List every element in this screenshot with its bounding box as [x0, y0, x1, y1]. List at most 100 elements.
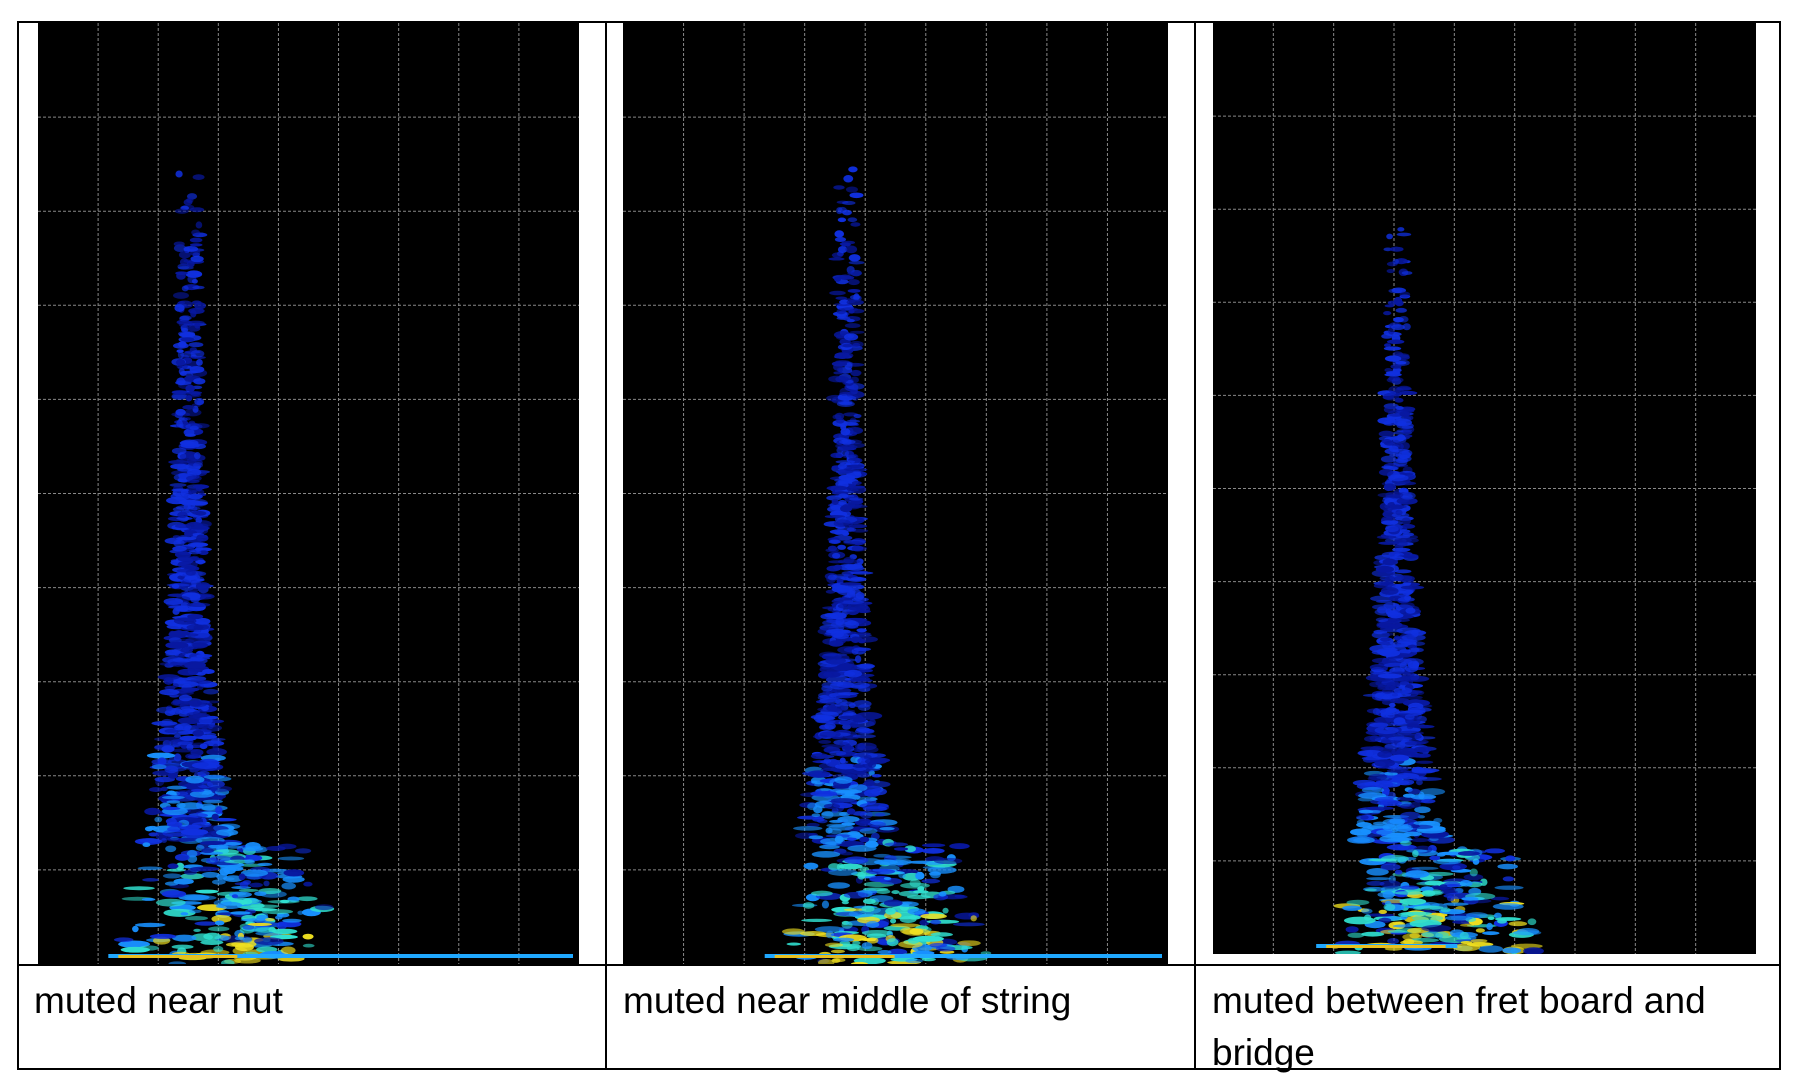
spectral-blob: [838, 445, 851, 452]
spectral-blob: [178, 320, 193, 328]
spectral-blob: [850, 222, 861, 227]
spectral-blob: [868, 718, 876, 726]
spectral-blob: [282, 918, 302, 923]
spectral-blob: [247, 922, 273, 927]
spectral-blob: [1393, 317, 1404, 323]
spectral-blob: [863, 789, 881, 797]
spectral-blob: [175, 862, 185, 871]
spectral-blob: [852, 342, 861, 347]
spectral-blob: [1444, 915, 1473, 921]
spectral-blob: [177, 511, 188, 519]
spectral-blob: [184, 532, 193, 538]
spectral-blob: [167, 772, 179, 779]
spectral-blob: [242, 925, 255, 930]
spectral-blob: [178, 251, 191, 259]
spectral-blob: [1397, 227, 1405, 232]
spectral-blob: [1377, 751, 1393, 758]
spectral-blob: [1396, 742, 1406, 749]
spectral-blob: [208, 926, 230, 932]
spectral-blob: [1366, 868, 1389, 876]
spectrum: [1331, 227, 1544, 954]
spectral-blob: [1393, 418, 1412, 427]
spectral-blob: [120, 946, 150, 953]
spectral-blob: [1389, 754, 1410, 762]
spectral-blob: [195, 889, 219, 894]
spectral-blob: [1492, 903, 1524, 910]
spectral-blob: [1397, 844, 1409, 851]
spectral-blob: [850, 961, 868, 964]
spectral-blob: [1412, 850, 1419, 858]
spectral-blob: [1379, 880, 1401, 888]
spectral-blob: [219, 867, 230, 876]
spectral-blob: [1413, 820, 1436, 826]
spectral-blob: [832, 574, 853, 578]
spectral-blob: [1369, 669, 1387, 675]
spectral-blob: [1383, 662, 1407, 668]
spectral-blob: [1433, 858, 1462, 865]
spectral-blob: [842, 209, 852, 216]
spectral-blob: [181, 285, 189, 292]
spectral-blob: [1392, 258, 1399, 265]
spectral-blob: [192, 642, 209, 648]
spectral-blob: [1512, 930, 1542, 936]
spectral-blob: [1393, 717, 1406, 725]
spectral-blob: [1386, 377, 1404, 383]
spectral-blob: [845, 467, 868, 472]
spectral-blob: [187, 275, 197, 284]
spectral-blob: [1527, 918, 1537, 926]
spectral-blob: [835, 360, 850, 364]
spectral-blob: [1493, 912, 1502, 919]
spectral-blob: [853, 647, 872, 652]
spectral-blob: [1415, 760, 1434, 764]
spectral-blob: [183, 869, 197, 875]
spectral-blob: [846, 299, 864, 306]
spectral-blob: [172, 608, 180, 615]
spectral-blob: [180, 706, 194, 711]
spectral-blob: [1393, 459, 1408, 467]
spectral-blob: [1366, 881, 1385, 886]
caption: muted between fret board and bridge: [1212, 980, 1706, 1073]
spectral-blob: [1356, 819, 1365, 825]
fundamental-core: [118, 955, 238, 958]
spectral-blob: [192, 174, 205, 180]
spectral-blob: [1393, 635, 1401, 641]
spectral-blob: [179, 735, 197, 741]
spectral-blob: [282, 876, 305, 883]
spectral-blob: [203, 774, 225, 779]
spectral-blob: [1523, 947, 1544, 954]
spectral-blob: [187, 606, 205, 612]
spectral-blob: [161, 890, 187, 898]
spectral-blob: [846, 426, 863, 435]
spectral-blob: [230, 911, 251, 915]
spectral-blob: [203, 932, 222, 941]
spectral-blob: [1372, 821, 1388, 825]
spectral-blob: [171, 944, 194, 950]
spectral-blob: [1346, 899, 1370, 906]
spectral-blob: [1395, 405, 1404, 410]
spectral-blob: [188, 342, 204, 348]
spectral-blob: [1384, 947, 1403, 951]
spectral-blob: [1385, 713, 1395, 719]
spectral-blob: [848, 279, 860, 286]
spectral-blob: [1387, 610, 1400, 618]
spectral-blob: [832, 958, 846, 963]
spectral-blob: [165, 641, 189, 649]
spectral-blob: [214, 920, 225, 926]
spectral-blob: [201, 805, 228, 811]
spectral-blob: [856, 628, 867, 633]
spectral-blob: [132, 925, 139, 933]
spectral-blob: [157, 757, 167, 766]
spectral-blob: [231, 897, 260, 904]
spectral-blob: [831, 252, 844, 258]
spectral-blob: [183, 259, 192, 263]
spectral-blob: [828, 863, 841, 871]
spectral-blob: [839, 600, 865, 605]
spectral-blob: [826, 746, 835, 750]
spectral-blob: [1387, 837, 1413, 841]
spectral-blob: [873, 859, 898, 865]
spectral-blob: [825, 930, 834, 939]
spectral-blob: [844, 856, 869, 864]
spectral-blob: [841, 745, 855, 750]
spectral-blob: [171, 390, 188, 395]
